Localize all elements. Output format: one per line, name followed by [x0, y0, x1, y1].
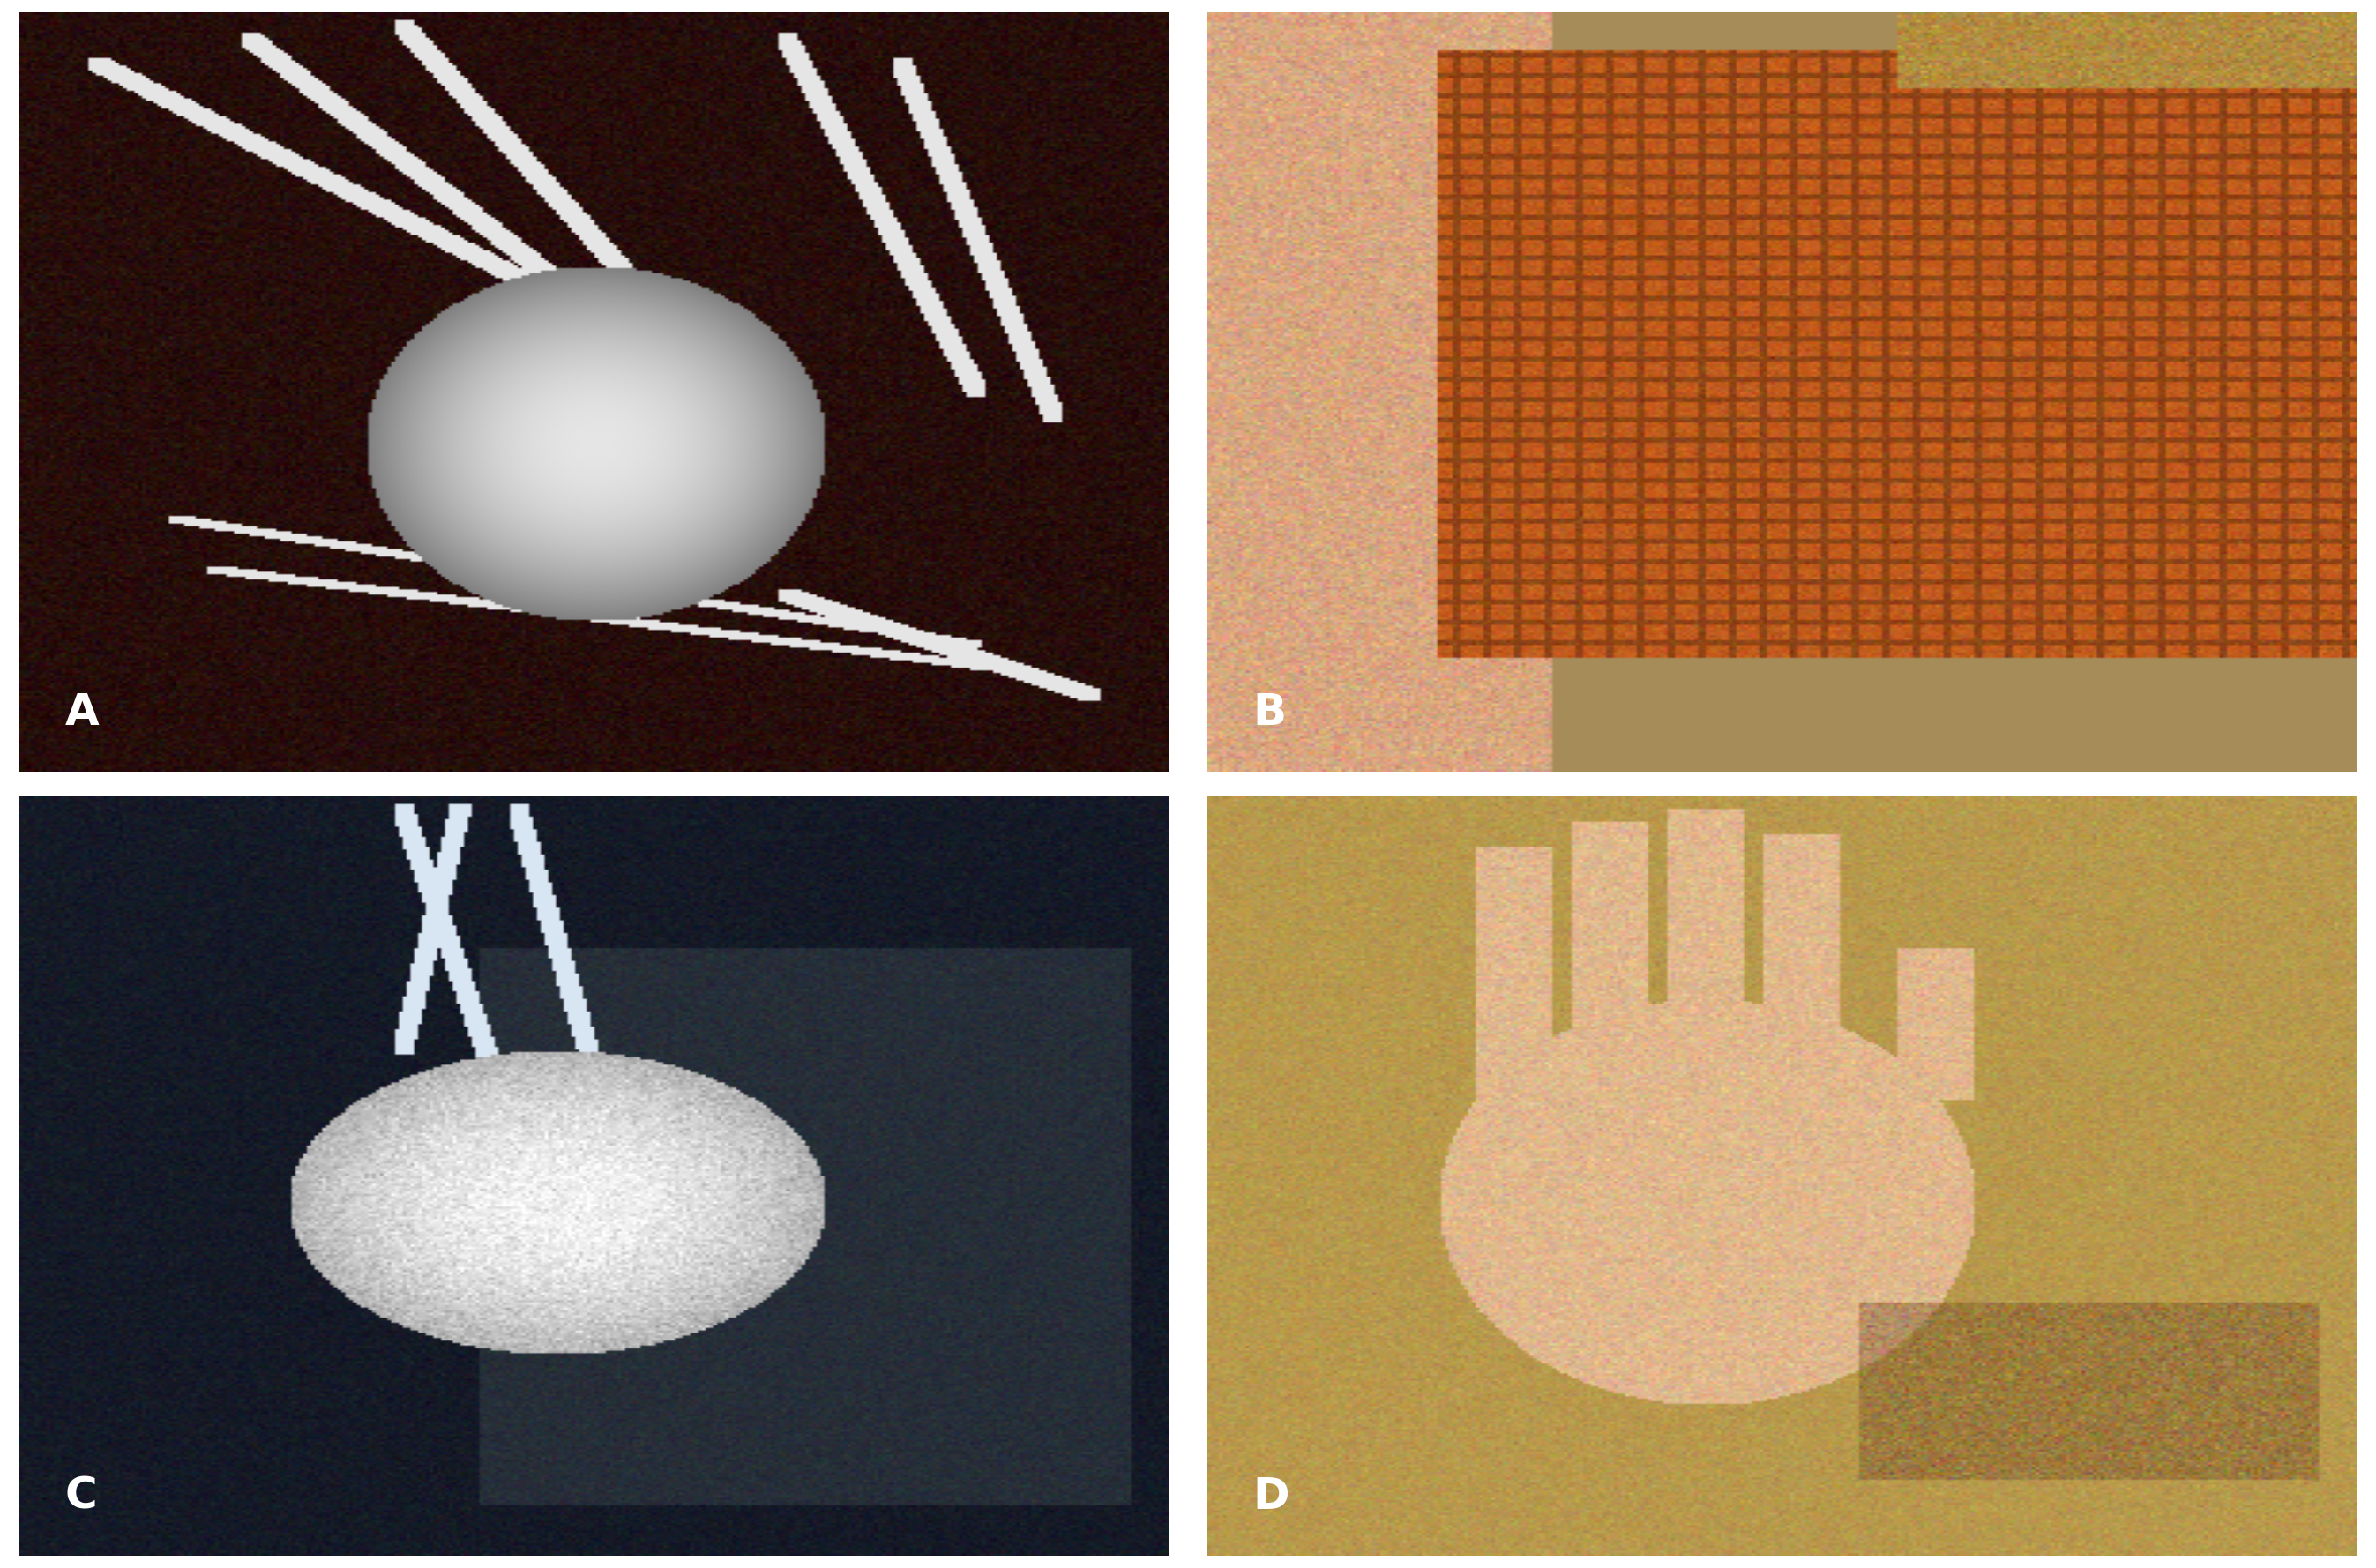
Text: C: C [64, 1475, 97, 1518]
Text: B: B [1252, 691, 1288, 734]
Text: A: A [64, 691, 100, 734]
Text: D: D [1252, 1475, 1290, 1518]
